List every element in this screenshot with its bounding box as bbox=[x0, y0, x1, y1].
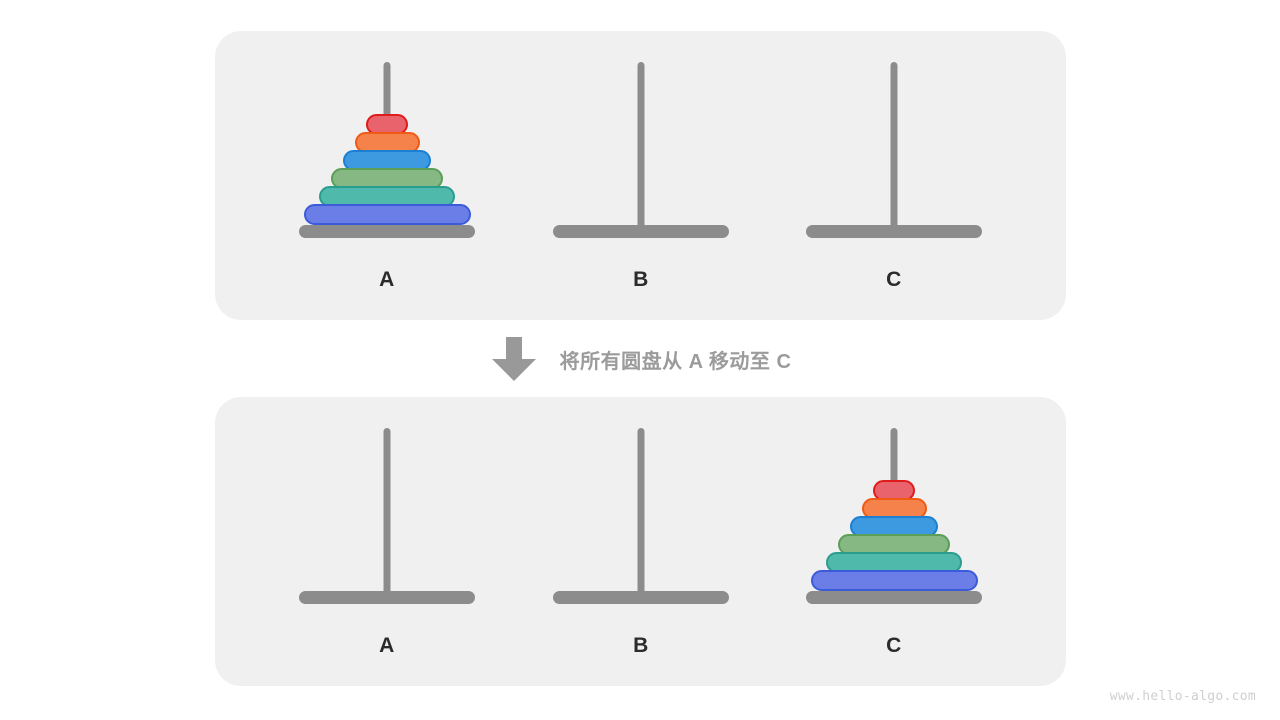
pillar-label-b: B bbox=[633, 268, 649, 291]
rod-icon bbox=[637, 428, 645, 603]
base-plate bbox=[299, 591, 475, 604]
watermark: www.hello-algo.com bbox=[1109, 689, 1256, 704]
pillar-c-initial[interactable]: C bbox=[764, 31, 1024, 320]
pillar-label-a: A bbox=[379, 268, 395, 291]
pillar-label-b: B bbox=[633, 634, 649, 657]
transition-label: 将所有圆盘从 A 移动至 C bbox=[559, 350, 792, 373]
base-plate bbox=[806, 225, 982, 238]
rod-icon bbox=[890, 62, 898, 237]
base-plate bbox=[299, 225, 475, 238]
initial-state-panel: A B C bbox=[215, 31, 1066, 320]
pillar-a-initial[interactable]: A bbox=[257, 31, 517, 320]
base-plate bbox=[553, 225, 729, 238]
disk-6-indigo[interactable] bbox=[303, 204, 471, 225]
pillar-label-c: C bbox=[886, 268, 902, 291]
pillar-a-target[interactable]: A bbox=[257, 397, 517, 686]
base-plate bbox=[806, 591, 982, 604]
disk-stack-a-initial bbox=[257, 114, 517, 225]
rod-icon bbox=[637, 62, 645, 237]
pillar-c-target[interactable]: C bbox=[764, 397, 1024, 686]
disk-stack-c-target bbox=[764, 480, 1024, 591]
transition-row: 将所有圆盘从 A 移动至 C bbox=[215, 330, 1066, 388]
pillar-label-c: C bbox=[886, 634, 902, 657]
pillar-b-target[interactable]: B bbox=[511, 397, 771, 686]
target-state-panel: A B C bbox=[215, 397, 1066, 686]
disk-6-indigo[interactable] bbox=[810, 570, 978, 591]
down-arrow-icon bbox=[491, 337, 536, 381]
pillar-b-initial[interactable]: B bbox=[511, 31, 771, 320]
base-plate bbox=[553, 591, 729, 604]
rod-icon bbox=[383, 428, 391, 603]
pillar-label-a: A bbox=[379, 634, 395, 657]
